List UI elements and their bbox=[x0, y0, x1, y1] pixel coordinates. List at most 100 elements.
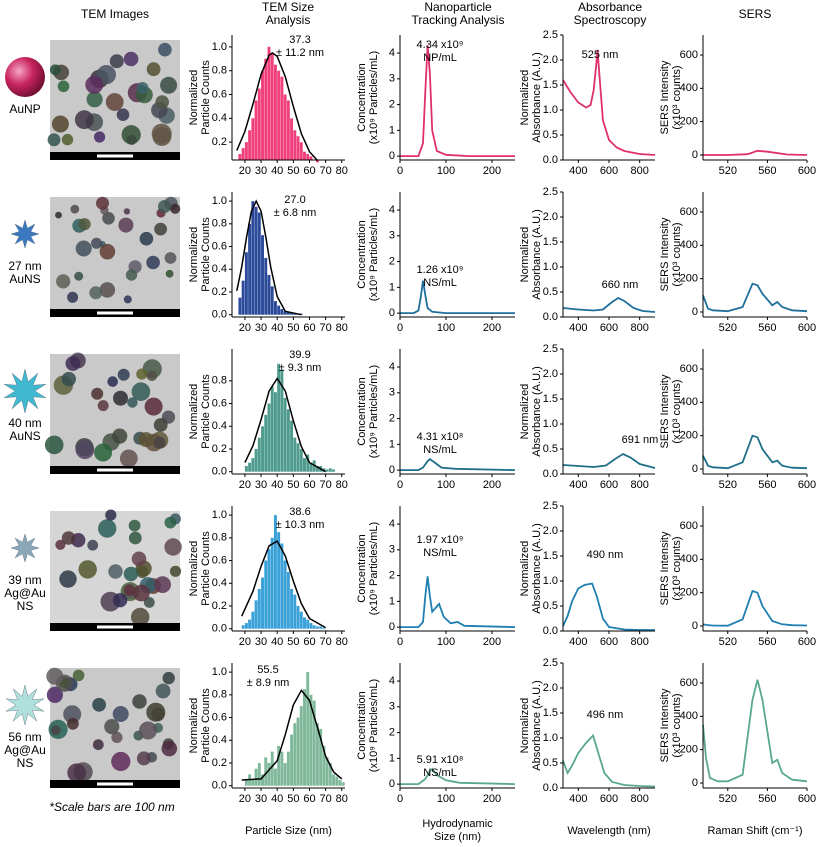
x-tick-label: 600 bbox=[798, 165, 816, 177]
tem-particle bbox=[131, 551, 147, 567]
annotation: 27.0 bbox=[284, 194, 305, 206]
y-tick-label: 4 bbox=[389, 361, 395, 373]
panel: 0.0 0.2 0.4 0.6 0.8 1.0 20 30 40 50 60 70 80 Normaliz… bbox=[188, 192, 348, 334]
hist-bar bbox=[290, 312, 294, 315]
x-tick-label: 560 bbox=[758, 793, 776, 805]
hist-bar bbox=[257, 588, 261, 629]
hist-bar bbox=[248, 223, 252, 315]
y-tick-label: 0.8 bbox=[212, 689, 227, 701]
y-axis-label: Particle Counts bbox=[200, 531, 212, 606]
hist-bar bbox=[251, 458, 255, 472]
x-tick-label: 400 bbox=[569, 479, 587, 491]
tem-particle bbox=[113, 390, 128, 406]
annotation: 525 nm bbox=[582, 49, 619, 61]
hist-bar bbox=[244, 780, 248, 786]
annotation: 660 nm bbox=[602, 279, 639, 291]
y-tick-label: 0.2 bbox=[212, 757, 227, 769]
tem-particle bbox=[162, 671, 175, 685]
y-tick-label: 2 bbox=[389, 726, 395, 738]
star-icon bbox=[10, 533, 40, 563]
data-line bbox=[702, 434, 808, 470]
y-axis-label: SERS Intensity bbox=[659, 531, 671, 605]
column-header: Tracking Analysis bbox=[412, 13, 505, 27]
row-label: Ag@Au bbox=[4, 743, 46, 757]
tem-particle bbox=[89, 286, 103, 300]
hist-bar bbox=[280, 76, 284, 160]
hist-bar bbox=[257, 437, 261, 472]
x-axis-label: Particle Size (nm) bbox=[245, 825, 332, 837]
hist-bar bbox=[290, 118, 294, 160]
hist-bar bbox=[286, 751, 290, 786]
tem-particle bbox=[91, 387, 104, 400]
y-tick-label: 1.0 bbox=[543, 261, 558, 273]
tem-particle bbox=[133, 584, 150, 602]
hist-bar bbox=[322, 627, 326, 629]
hist-bar bbox=[319, 626, 323, 629]
tem-particle bbox=[92, 697, 106, 712]
y-tick-label: 1 bbox=[389, 438, 395, 450]
hist-bar bbox=[309, 462, 313, 472]
x-tick-label: 80 bbox=[336, 793, 348, 805]
tem-particle bbox=[170, 203, 181, 214]
tem-particles bbox=[46, 667, 178, 783]
tem-particle bbox=[75, 440, 95, 460]
tem-particle bbox=[143, 597, 155, 608]
hist-bar bbox=[277, 70, 281, 160]
y-axis-label: Concentration bbox=[356, 220, 368, 289]
y-tick-label: 600 bbox=[680, 363, 698, 375]
y-tick-label: 0 bbox=[692, 306, 698, 318]
tem-particle bbox=[97, 400, 109, 412]
y-axis-label: Concentration bbox=[356, 63, 368, 132]
hist-bar bbox=[267, 549, 271, 629]
x-tick-label: 800 bbox=[630, 636, 648, 648]
y-axis-label: Normalized bbox=[188, 698, 200, 754]
hist-bar bbox=[341, 782, 345, 786]
column-header: Analysis bbox=[266, 13, 311, 27]
star-icon bbox=[3, 368, 47, 414]
hist-bar bbox=[241, 148, 245, 160]
data-line bbox=[562, 582, 655, 631]
tem-particle bbox=[158, 200, 171, 213]
hist-bar bbox=[277, 363, 281, 472]
y-tick-label: 2.5 bbox=[543, 186, 558, 198]
tem-particle bbox=[117, 368, 130, 381]
y-tick-label: 600 bbox=[680, 677, 698, 689]
hist-bar bbox=[261, 235, 264, 315]
tem-particle bbox=[121, 125, 141, 145]
hist-bar bbox=[257, 88, 261, 160]
y-tick-label: 0.5 bbox=[543, 757, 558, 769]
y-tick-label: 2.0 bbox=[543, 682, 558, 694]
x-tick-label: 0 bbox=[397, 165, 403, 177]
x-tick-label: 400 bbox=[569, 165, 587, 177]
x-tick-label: 400 bbox=[569, 793, 587, 805]
annotation: 37.3 bbox=[289, 34, 310, 46]
y-axis-label: SERS Intensity bbox=[659, 688, 671, 762]
x-tick-label: 70 bbox=[320, 165, 332, 177]
hist-bar bbox=[332, 774, 336, 786]
tem-particle bbox=[136, 368, 148, 380]
y-tick-label: 2 bbox=[389, 569, 395, 581]
y-tick-label: 200 bbox=[680, 273, 698, 285]
panel: 0.0 0.5 1.0 1.5 2.0 2.5 400 600 800 Normalized Abs… bbox=[519, 500, 655, 648]
hist-bar bbox=[306, 672, 310, 786]
hist-bar bbox=[280, 751, 284, 786]
y-tick-label: 3 bbox=[389, 73, 395, 85]
annotation: 496 nm bbox=[587, 709, 624, 721]
y-axis-label: Particle Counts bbox=[200, 217, 212, 292]
tem-particle bbox=[55, 539, 66, 550]
y-tick-label: 0.2 bbox=[212, 600, 227, 612]
row-label: AuNS bbox=[9, 272, 40, 286]
hist-bar bbox=[293, 130, 297, 160]
fit-curve bbox=[241, 688, 343, 781]
y-tick-label: 4 bbox=[389, 204, 395, 216]
y-tick-label: 0.0 bbox=[543, 468, 558, 480]
y-axis-label: Particle Counts bbox=[200, 688, 212, 763]
tem-particle bbox=[112, 428, 128, 444]
column-header: Absorbance bbox=[578, 0, 642, 14]
hist-bar bbox=[251, 780, 255, 786]
x-tick-label: 70 bbox=[320, 322, 332, 334]
tem-particle bbox=[151, 123, 172, 144]
hist-bar bbox=[309, 156, 313, 160]
y-axis-label: (x10³ counts) bbox=[671, 536, 683, 600]
hist-bar bbox=[273, 768, 277, 786]
